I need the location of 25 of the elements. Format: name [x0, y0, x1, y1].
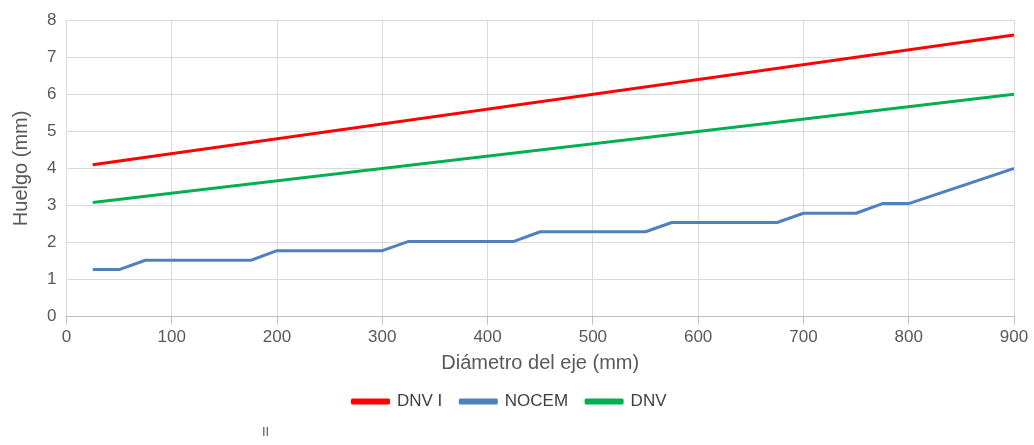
y-tick-label: 2: [46, 232, 57, 252]
legend-label: NOCEM: [504, 391, 569, 411]
x-tick-label: 600: [683, 327, 713, 347]
x-axis-title: Diámetro del eje (mm): [441, 350, 640, 373]
y-tick-label: 3: [46, 195, 57, 215]
y-tick-label: 8: [46, 9, 57, 29]
x-tick-label: 100: [157, 327, 186, 347]
x-tick-label: 300: [368, 327, 397, 347]
legend-label: DNV I: [397, 391, 443, 411]
x-tick-label: 800: [894, 327, 923, 347]
x-tick-label: 200: [262, 327, 292, 347]
y-tick-label: 6: [46, 83, 57, 103]
y-tick-label: 5: [46, 121, 57, 141]
x-tick-label: 900: [999, 327, 1029, 347]
legend-label: DNV: [630, 391, 668, 411]
y-axis-title: Huelgo (mm): [8, 110, 31, 227]
y-tick-label: 4: [46, 158, 57, 178]
x-tick-label: 400: [473, 327, 502, 347]
x-tick-label: 500: [578, 327, 608, 347]
x-tick-label: 700: [789, 327, 818, 347]
text: II: [262, 424, 270, 439]
x-tick-label: 0: [61, 327, 72, 347]
y-tick-label: 0: [46, 306, 57, 326]
y-tick-label: 7: [46, 46, 57, 66]
y-tick-label: 1: [46, 269, 57, 289]
